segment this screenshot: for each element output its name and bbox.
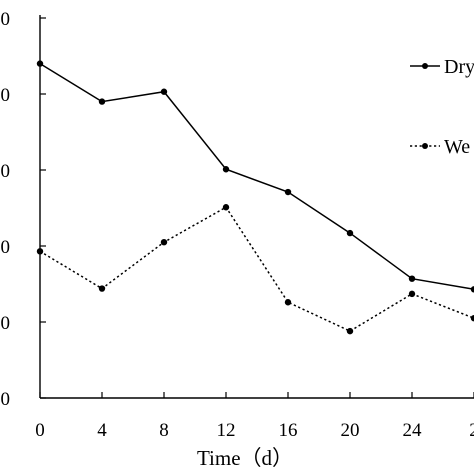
x-tick-label: 2 <box>469 420 474 441</box>
data-point <box>222 204 230 211</box>
y-tick-label: 0 <box>1 389 11 410</box>
y-tick-label: 0 <box>1 313 11 334</box>
axes <box>39 15 474 399</box>
x-tick-label: 16 <box>279 420 298 441</box>
y-tick-label: 0 <box>1 237 11 258</box>
legend-swatch-marker <box>422 63 428 69</box>
legend: Dry We <box>410 56 474 158</box>
data-point <box>160 239 168 246</box>
series-we <box>36 204 474 335</box>
series-line <box>39 206 474 332</box>
y-tick-label: 0 <box>1 161 11 182</box>
data-point <box>284 299 292 306</box>
data-point <box>346 229 354 237</box>
x-tick-label: 20 <box>341 420 360 441</box>
data-point <box>346 327 354 335</box>
x-tick-label: 8 <box>159 420 169 441</box>
x-tick-label: 12 <box>217 420 236 441</box>
x-tick-label: 0 <box>35 420 45 441</box>
data-point <box>98 98 106 105</box>
data-point <box>408 275 416 282</box>
data-point <box>284 188 292 196</box>
data-point <box>408 290 416 298</box>
y-ticks: 0 0 0 0 0 0 <box>1 9 46 410</box>
legend-label: Dry <box>444 56 474 78</box>
data-point <box>222 166 230 173</box>
x-axis-title: Time（d） <box>197 446 293 470</box>
data-point <box>160 88 168 95</box>
legend-label: We <box>444 136 470 158</box>
x-tick-label: 24 <box>403 420 423 441</box>
legend-swatch-marker <box>422 143 428 149</box>
data-point <box>36 248 44 255</box>
x-tick-label: 4 <box>97 420 107 441</box>
data-point <box>98 285 106 292</box>
x-ticks: 0 4 8 12 16 20 24 2 <box>35 392 474 441</box>
series-dry <box>36 60 474 293</box>
data-point <box>36 60 44 67</box>
series-line <box>39 62 474 291</box>
series-layer <box>36 60 474 335</box>
data-point <box>470 315 474 322</box>
data-point <box>470 286 474 293</box>
y-tick-label: 0 <box>1 9 11 30</box>
y-tick-label: 0 <box>1 85 11 106</box>
